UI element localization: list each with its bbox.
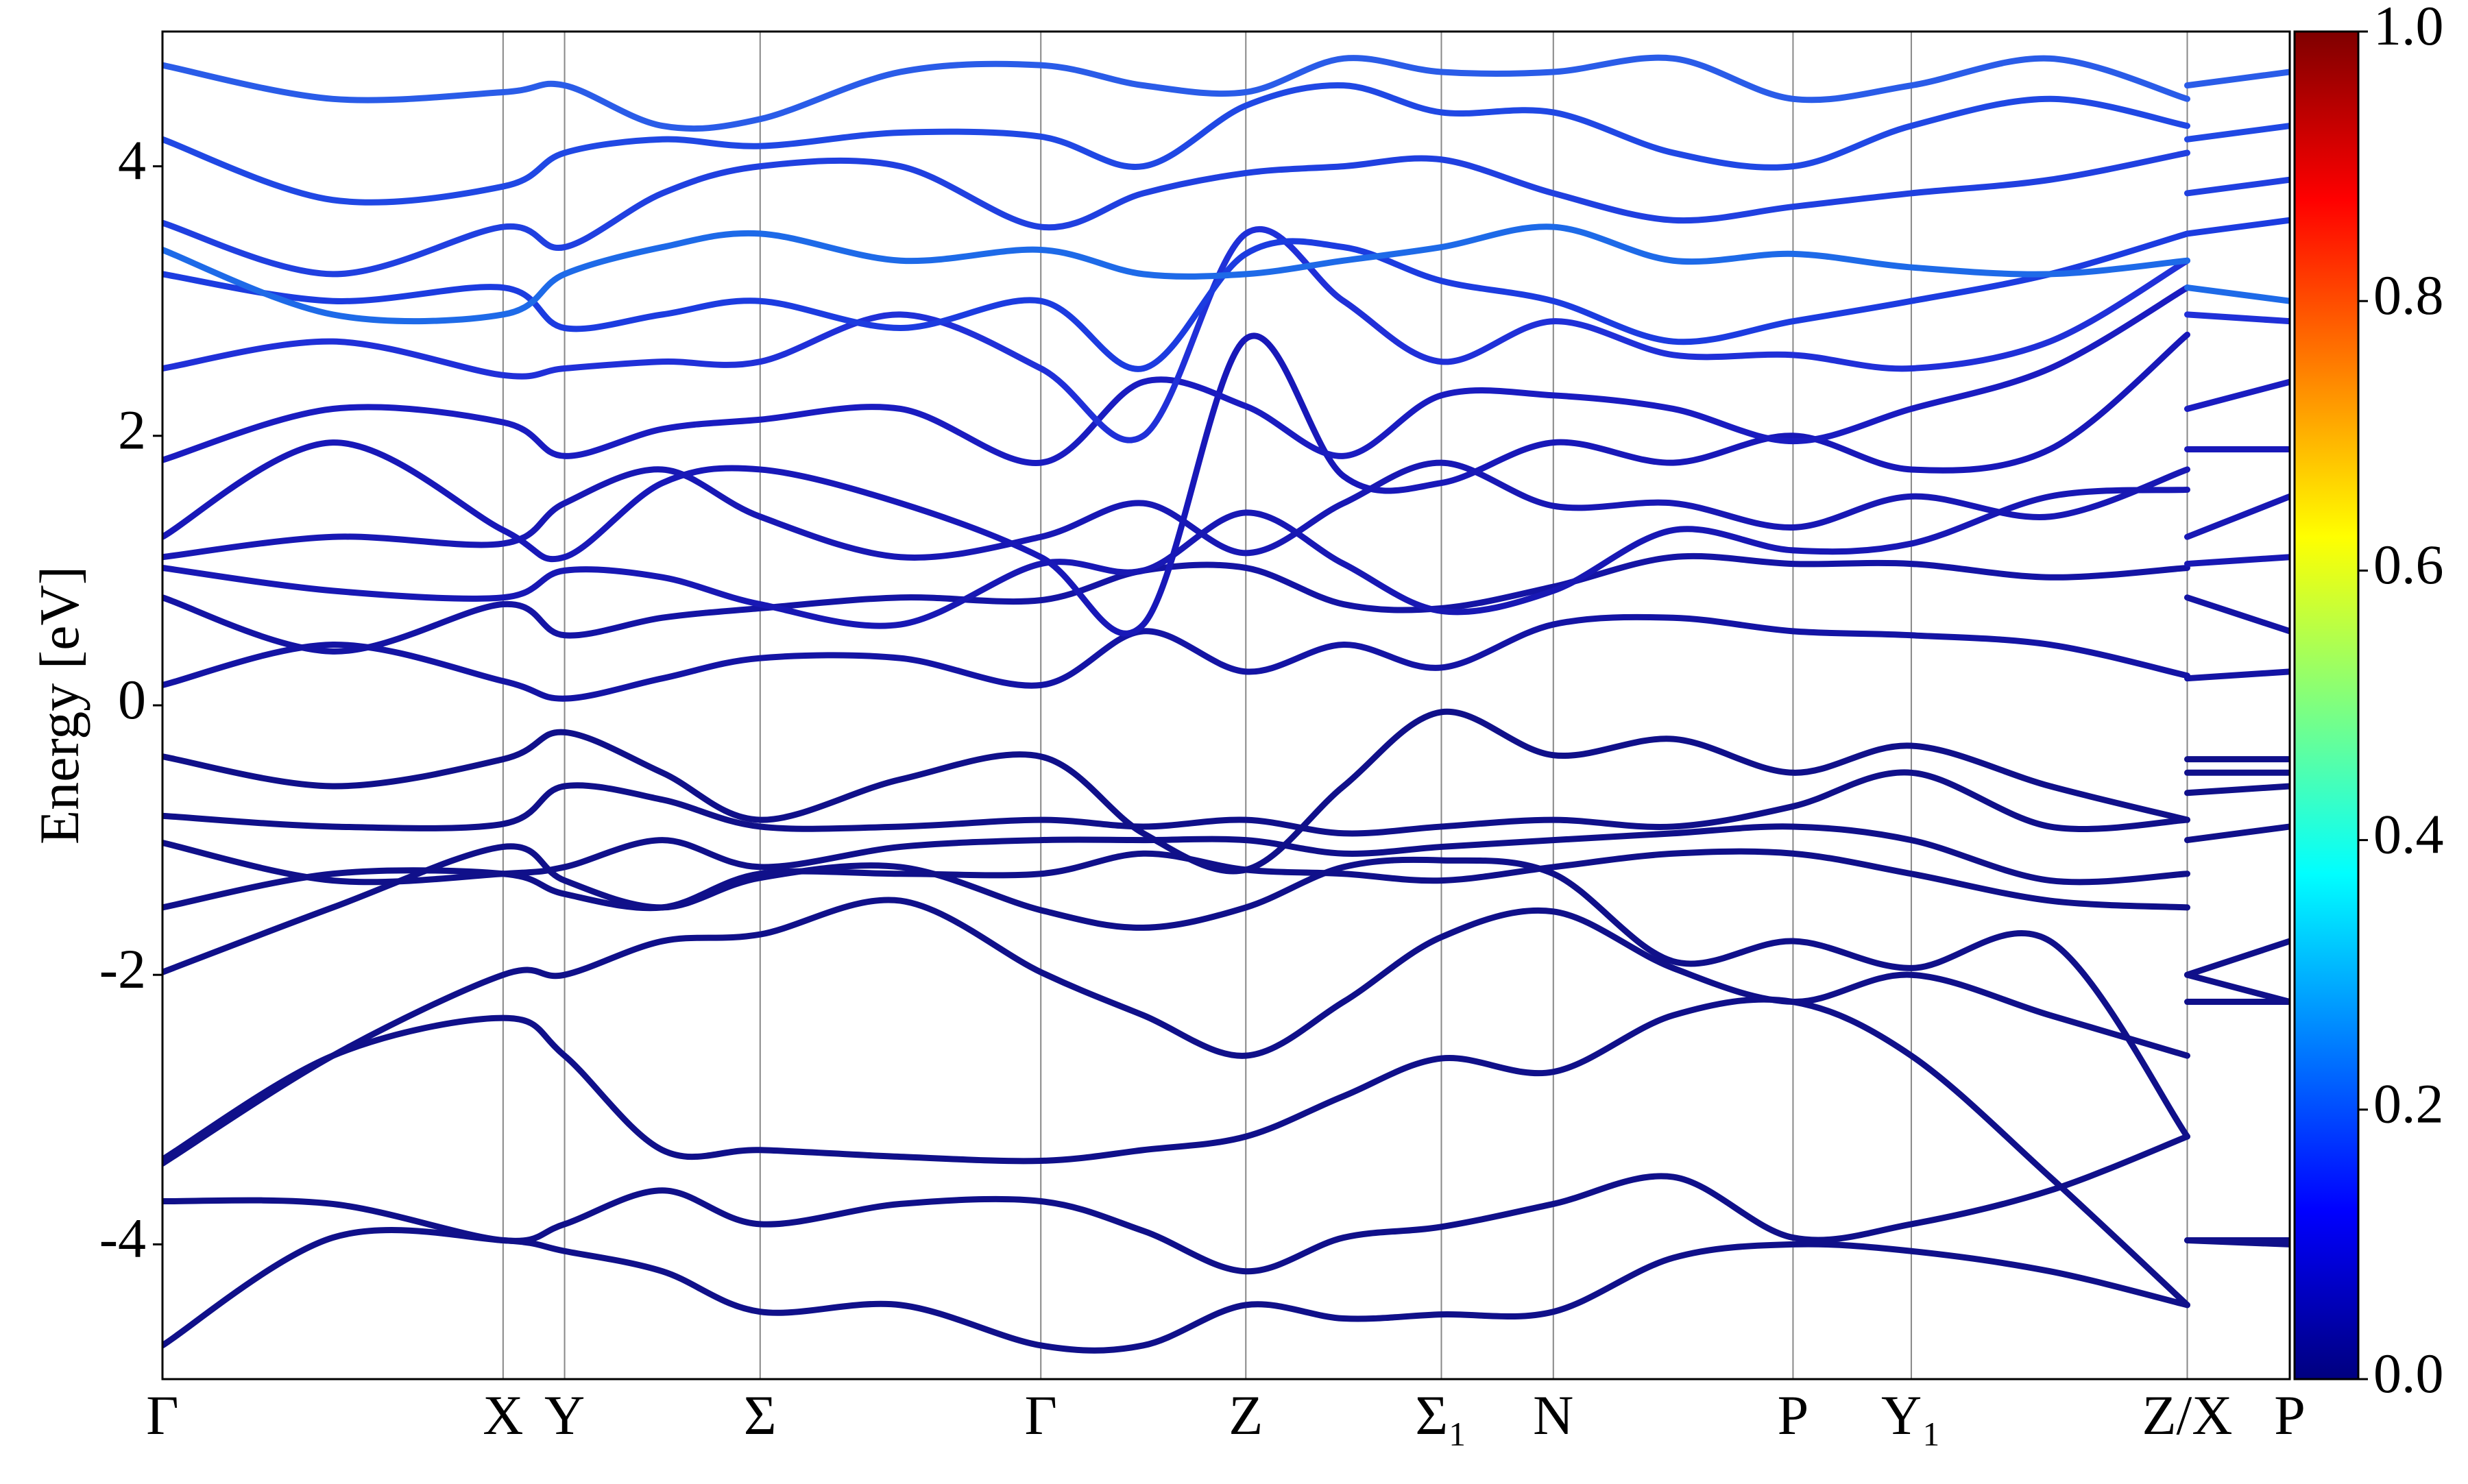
y-tick-label: -2: [99, 938, 146, 1000]
plot-frame: [161, 30, 2291, 1380]
colorbar-tick-label: 0.2: [2373, 1073, 2444, 1135]
x-tick-label: Z: [1229, 1384, 1263, 1446]
colorbar-tick-label: 0.4: [2373, 803, 2444, 865]
colorbar: [2293, 30, 2360, 1380]
band-line: [162, 613, 2290, 702]
band-line: [162, 486, 2290, 629]
band-line: [162, 897, 2290, 1167]
band-line: [162, 217, 2290, 372]
x-tick-label: Z/X: [2142, 1384, 2232, 1446]
band-line: [162, 1226, 2290, 1354]
y-tick-label: -4: [99, 1207, 146, 1269]
x-tick-label: Y₁: [1881, 1384, 1941, 1446]
band-line: [162, 552, 2290, 655]
band-line: [162, 149, 2290, 278]
x-tick-label: P: [2274, 1384, 2306, 1446]
x-tick-label: Σ: [744, 1384, 777, 1446]
band-line: [162, 284, 2290, 466]
x-tick-label: Γ: [1025, 1384, 1057, 1446]
band-line: [162, 459, 2290, 561]
x-tick-label: Γ: [146, 1384, 178, 1446]
y-tick-label: 4: [118, 129, 146, 191]
colorbar-tick-label: 0.8: [2373, 264, 2444, 326]
band-line: [162, 769, 2290, 837]
band-line: [162, 996, 2290, 1309]
x-tick-label: Y: [544, 1384, 585, 1446]
x-tick-label: N: [1533, 1384, 1573, 1446]
band-line: [162, 843, 2290, 1140]
band-line: [162, 223, 2290, 325]
band-line: [162, 82, 2290, 206]
band-line: [162, 708, 2290, 875]
band-line: [162, 54, 2290, 132]
y-tick-label: 2: [118, 399, 146, 461]
x-tick-label: Σ₁: [1415, 1384, 1467, 1446]
band-line: [162, 226, 2290, 443]
colorbar-tick-label: 0.0: [2373, 1342, 2444, 1404]
y-tick-label: 0: [118, 668, 146, 731]
colorbar-tick-label: 0.6: [2373, 533, 2444, 596]
y-axis-label: Energy [eV]: [28, 566, 90, 844]
band-line: [162, 783, 2290, 886]
band-line: [162, 331, 2290, 637]
x-tick-label: X: [483, 1384, 523, 1446]
colorbar-tick-label: 1.0: [2373, 0, 2444, 57]
x-tick-label: P: [1778, 1384, 1809, 1446]
bands: [162, 54, 2290, 1354]
